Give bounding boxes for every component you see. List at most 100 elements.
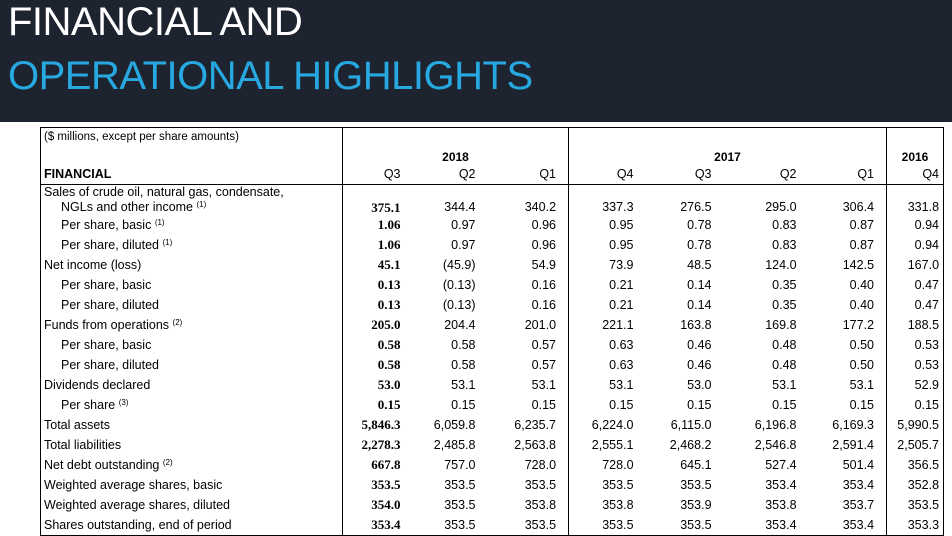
table-cell: 53.1 [451, 378, 476, 392]
quarter-header: Q3 [342, 164, 413, 185]
table-year-row: 2018 2017 2016 [40, 146, 945, 164]
table-cell: 0.15 [772, 398, 797, 412]
row-label: Weighted average shares, basic [40, 475, 343, 495]
table-cell: 0.14 [687, 298, 712, 312]
table-cell: 0.48 [772, 358, 797, 372]
row-label: Per share, diluted [40, 295, 343, 315]
page-title-line1: FINANCIAL AND [8, 0, 303, 44]
table-cell: 0.15 [377, 397, 401, 412]
table-cell: 276.5 [680, 200, 712, 214]
table-cell: 667.8 [371, 457, 401, 472]
row-label-text: Net income (loss) [44, 258, 142, 272]
row-label: Net income (loss) [40, 255, 343, 275]
table-cell: 53.1 [487, 375, 570, 395]
table-cell: 53.1 [808, 375, 888, 395]
table-cell: 6,196.8 [754, 418, 797, 432]
table-row: Total assets 5,846.3 6,059.8 6,235.7 6,224.0… [40, 415, 945, 435]
table-row: Weighted average shares, basic 353.5 353.5… [40, 475, 945, 495]
table-cell: 0.63 [609, 338, 634, 352]
table-cell: 353.4 [342, 515, 413, 536]
table-cell: 353.5 [680, 478, 712, 492]
table-cell: 5,990.5 [886, 415, 945, 435]
table-cell: 1.06 [377, 217, 401, 232]
row-label-text: Per share, diluted [61, 298, 159, 312]
table-cell: (45.9) [442, 258, 476, 272]
table-cell: 353.5 [487, 475, 570, 495]
table-row: Net income (loss) 45.1 (45.9) 54.9 73.9 48.5 1… [40, 255, 945, 275]
table-cell: 306.4 [808, 184, 888, 215]
table-cell: 2,468.2 [669, 438, 712, 452]
table-cell: 0.87 [808, 235, 888, 255]
table-cell: 353.5 [444, 498, 476, 512]
table-cell: 344.4 [444, 200, 476, 214]
table-cell: 0.15 [487, 395, 570, 415]
quarter-header: Q1 [808, 164, 888, 185]
row-label-text: Weighted average shares, diluted [44, 498, 230, 512]
footnote-marker: (1) [162, 238, 173, 247]
table-cell: 201.0 [487, 315, 570, 335]
table-cell: 0.57 [487, 355, 570, 375]
table-cell: 354.0 [371, 497, 401, 512]
row-label-text: Weighted average shares, basic [44, 478, 223, 492]
row-label-text: Per share [61, 398, 116, 412]
table-cell: 353.8 [765, 498, 797, 512]
table-cell: 353.5 [568, 515, 646, 536]
table-cell: 221.1 [602, 318, 634, 332]
table-cell: 1.06 [377, 237, 401, 252]
table-row: Per share, basic 0.58 0.58 0.57 0.63 0.46 0.48… [40, 335, 945, 355]
table-cell: 353.5 [602, 478, 634, 492]
table-cell: 169.8 [765, 318, 797, 332]
row-label: Per share, basic [40, 275, 343, 295]
table-cell: 0.47 [886, 275, 945, 295]
table-cell: 54.9 [487, 255, 570, 275]
table-cell: 2,505.7 [886, 435, 945, 455]
table-cell: 0.15 [451, 398, 476, 412]
footnote-marker: (1) [196, 200, 207, 209]
table-cell: 353.5 [412, 515, 488, 536]
table-cell: 353.4 [808, 515, 888, 536]
table-quarter-row: FINANCIAL Q3 Q2 Q1 Q4 Q3 Q2 Q1 Q4 [40, 164, 945, 185]
row-label: Sales of crude oil, natural gas, condens… [40, 184, 343, 215]
table-cell: 353.4 [765, 478, 797, 492]
table-cell: 0.15 [687, 398, 712, 412]
table-row: Per share, basic 0.13 (0.13) 0.16 0.21 0.14 0.… [40, 275, 945, 295]
table-cell: 352.8 [886, 475, 945, 495]
table-row: Per share, basic (1) 1.06 0.97 0.96 0.95 0.78… [40, 215, 945, 235]
row-label: Per share, diluted [40, 355, 343, 375]
footnote-marker: (2) [162, 458, 173, 467]
row-label-text: Per share, diluted [61, 358, 159, 372]
table-cell: 0.35 [772, 278, 797, 292]
table-cell: 375.1 [371, 200, 401, 215]
table-cell: 6,115.0 [670, 418, 712, 432]
table-row: Per share (3) 0.15 0.15 0.15 0.15 0.15 0.15 0.1… [40, 395, 945, 415]
table-cell: 0.97 [451, 238, 476, 252]
table-cell: 53.0 [687, 378, 712, 392]
table-cell: 2,591.4 [808, 435, 888, 455]
table-cell: 0.83 [772, 238, 797, 252]
table-row: Per share, diluted (1) 1.06 0.97 0.96 0.95 0.… [40, 235, 945, 255]
table-cell: 53.0 [377, 377, 401, 392]
table-cell: 353.9 [680, 498, 712, 512]
row-label: Per share, basic (1) [40, 215, 343, 235]
table-cell: 167.0 [886, 255, 945, 275]
table-cell: 0.78 [687, 218, 712, 232]
table-cell: 0.53 [886, 355, 945, 375]
table-cell: 0.21 [609, 298, 634, 312]
row-label: Dividends declared [40, 375, 343, 395]
table-cell: 0.46 [687, 338, 712, 352]
table-cell: 0.47 [886, 295, 945, 315]
table-cell: 0.35 [772, 298, 797, 312]
table-cell: 728.0 [487, 455, 570, 475]
table-cell: 163.8 [680, 318, 712, 332]
table-row: Dividends declared 53.0 53.1 53.1 53.1 53.0 53… [40, 375, 945, 395]
table-row: Total liabilities 2,278.3 2,485.8 2,563.8 2,… [40, 435, 945, 455]
quarter-header: Q3 [645, 164, 724, 185]
table-cell: 2,546.8 [754, 438, 797, 452]
table-cell: 0.40 [808, 295, 888, 315]
table-cell: 0.46 [687, 358, 712, 372]
quarter-header: Q2 [412, 164, 488, 185]
row-label-text: Total liabilities [44, 438, 122, 452]
table-cell: 0.95 [609, 238, 634, 252]
footnote-marker: (1) [154, 218, 165, 227]
table-cell: 0.58 [377, 357, 401, 372]
